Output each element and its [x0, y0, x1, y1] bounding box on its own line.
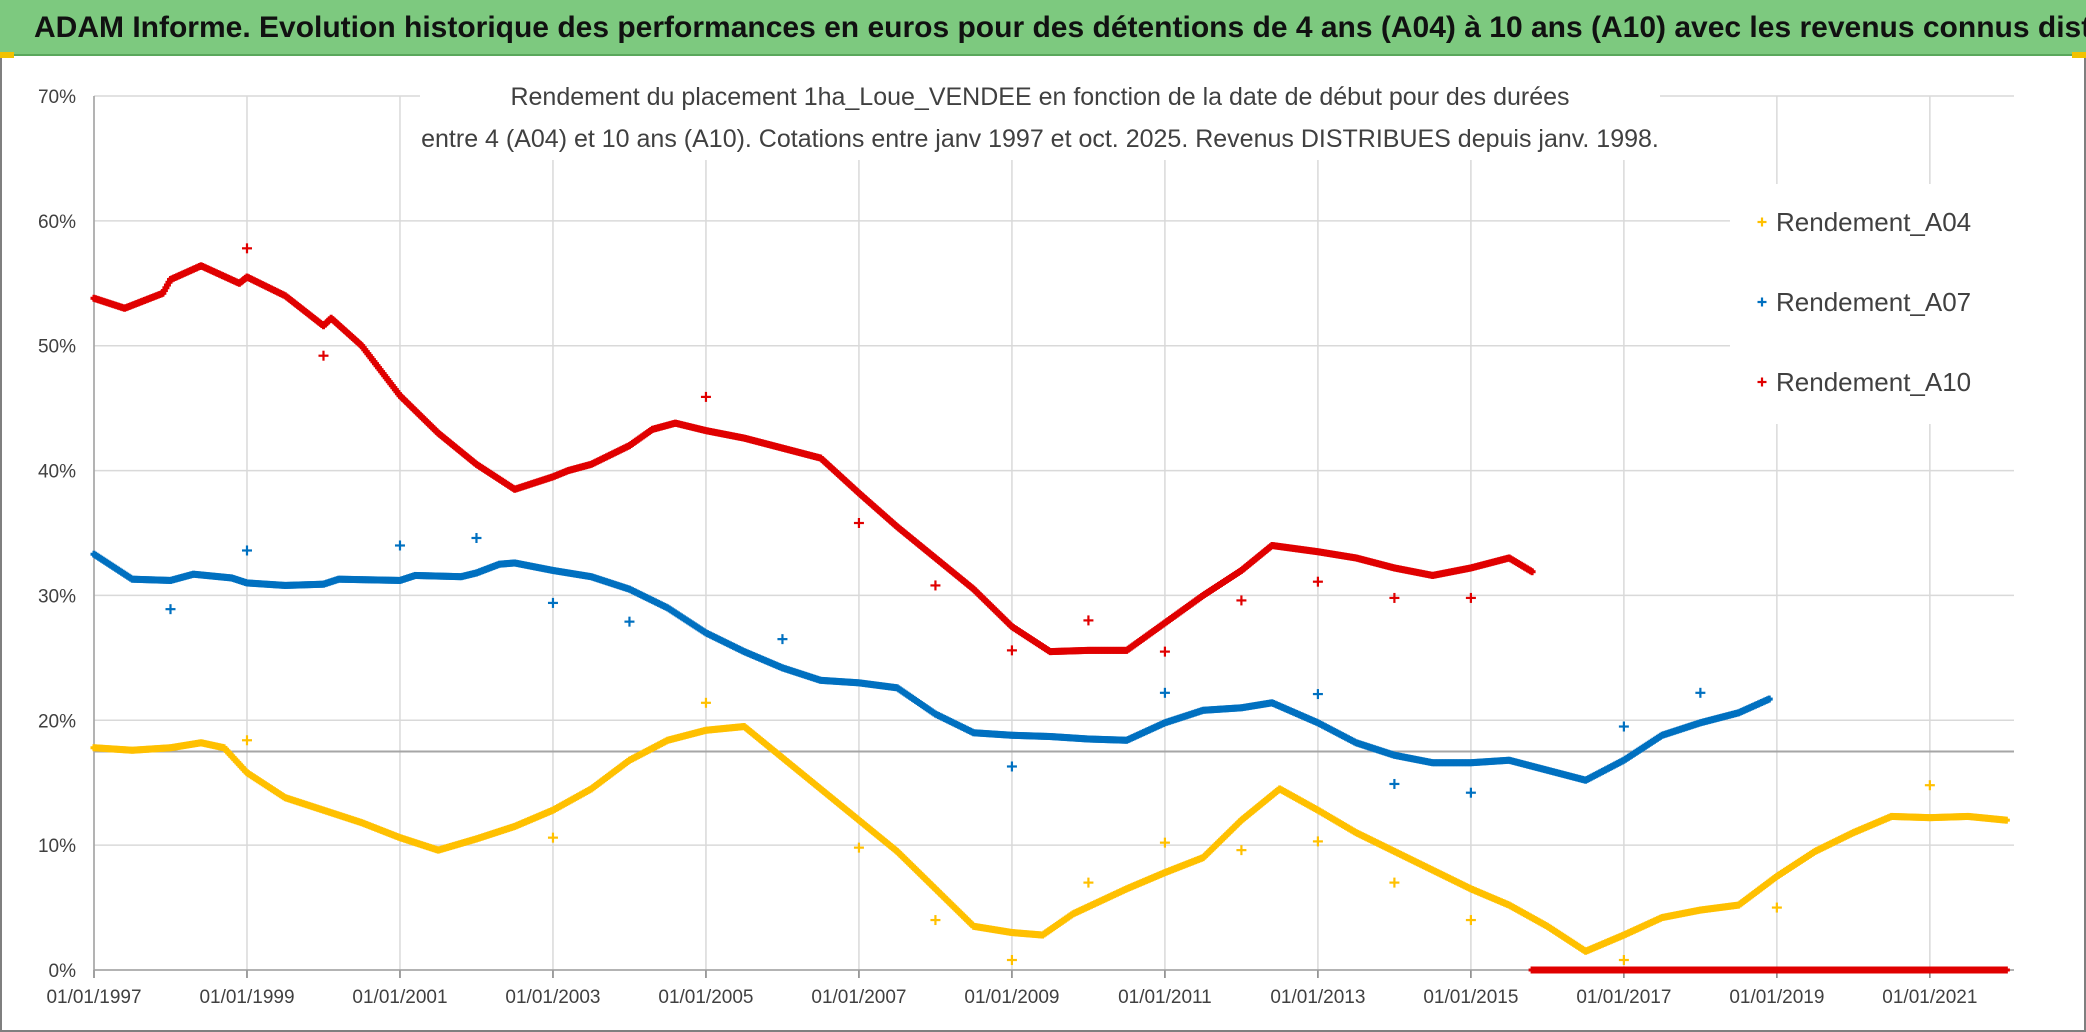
axes: 0% 10% 20% 30% 40% 50% 60% 70% 01/01/1997 01/01/1… [38, 87, 2014, 1008]
y-tick-label: 70% [38, 87, 76, 108]
scatter-point [1618, 721, 1629, 732]
x-tick-label: 01/01/1999 [199, 987, 294, 1008]
scatter-point [394, 540, 405, 551]
scatter-point [1695, 687, 1706, 698]
x-tick-label: 01/01/2005 [658, 987, 753, 1008]
scatter-point [1159, 646, 1170, 657]
scatter-point [1389, 778, 1400, 789]
x-tick-label: 01/01/2019 [1729, 987, 1824, 1008]
scatter-point [930, 580, 941, 591]
scatter-point [1465, 915, 1476, 926]
y-tick-label: 10% [38, 836, 76, 857]
x-tick-label: 01/01/2009 [964, 987, 1059, 1008]
chart-title-line-1: Rendement du placement 1ha_Loue_VENDEE e… [510, 83, 1570, 111]
scatter-point [1465, 592, 1476, 603]
scatter-point [1006, 761, 1017, 772]
scatter-point [1006, 645, 1017, 656]
series-Rendement_A10 [90, 243, 2010, 974]
chart-title: Rendement du placement 1ha_Loue_VENDEE e… [420, 76, 1660, 160]
scatter-point [1312, 836, 1323, 847]
scatter-point [1083, 615, 1094, 626]
x-tick-label: 01/01/2003 [505, 987, 600, 1008]
scatter-point [241, 735, 252, 746]
legend-entry-Rendement_A04: Rendement_A04 [1776, 207, 1971, 237]
scatter-point [1312, 576, 1323, 587]
y-tick-label: 60% [38, 212, 76, 233]
y-tick-label: 30% [38, 586, 76, 607]
y-tick-label: 0% [49, 961, 77, 982]
corner-marker-left [0, 52, 14, 58]
curve-point [2002, 816, 2010, 824]
scatter-point [1618, 955, 1629, 966]
scatter-point [241, 243, 252, 254]
chart-title-line-2: entre 4 (A04) et 10 ans (A10). Cotations… [421, 125, 1659, 153]
y-tick-label: 20% [38, 711, 76, 732]
series-Rendement_A04 [90, 697, 2010, 966]
scatter-point [1771, 902, 1782, 913]
scatter-point [930, 915, 941, 926]
x-tick-label: 01/01/1997 [46, 987, 141, 1008]
grid [93, 95, 2014, 971]
scatter-point [1236, 845, 1247, 856]
scatter-point [1465, 787, 1476, 798]
x-tick-label: 01/01/2017 [1576, 987, 1671, 1008]
scatter-point [1083, 877, 1094, 888]
scatter-point [1236, 595, 1247, 606]
y-tick-label: 40% [38, 462, 76, 483]
scatter-point [700, 391, 711, 402]
scatter-point [853, 842, 864, 853]
legend-entry-Rendement_A10: Rendement_A10 [1776, 367, 1971, 397]
scatter-point [1389, 592, 1400, 603]
scatter-point [1389, 877, 1400, 888]
page-banner: ADAM Informe. Evolution historique des p… [0, 0, 2086, 56]
scatter-point [1312, 689, 1323, 700]
corner-marker-right [2072, 52, 2086, 58]
scatter-point [241, 545, 252, 556]
scatter-point [1006, 955, 1017, 966]
x-tick-label: 01/01/2013 [1270, 987, 1365, 1008]
scatter-point [624, 616, 635, 627]
scatter-point [853, 518, 864, 529]
scatter-point [547, 597, 558, 608]
scatter-point [1159, 837, 1170, 848]
scatter-point [165, 604, 176, 615]
series-layer [90, 243, 2010, 974]
scatter-point [1924, 780, 1935, 791]
x-tick-label: 01/01/2015 [1423, 987, 1518, 1008]
scatter-point [318, 350, 329, 361]
scatter-point [471, 532, 482, 543]
x-tick-label: 01/01/2001 [352, 987, 447, 1008]
scatter-point [1159, 687, 1170, 698]
y-tick-label: 50% [38, 337, 76, 358]
scatter-point [547, 832, 558, 843]
x-tick-label: 01/01/2007 [811, 987, 906, 1008]
legend: Rendement_A04 Rendement_A07 Rendement_A10 [1730, 184, 2020, 424]
x-tick-label: 01/01/2021 [1882, 987, 1977, 1008]
scatter-point [777, 634, 788, 645]
x-tick-label: 01/01/2011 [1118, 987, 1212, 1008]
scatter-point [700, 697, 711, 708]
legend-entry-Rendement_A07: Rendement_A07 [1776, 287, 1971, 317]
series-Rendement_A07 [90, 532, 1773, 798]
